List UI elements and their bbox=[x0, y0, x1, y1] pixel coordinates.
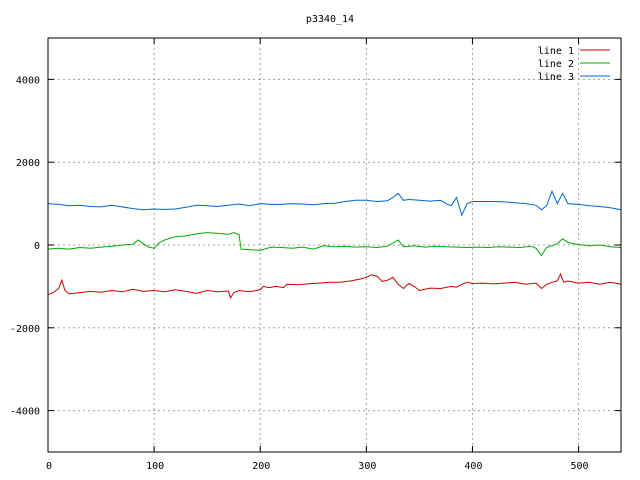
x-tick-label: 100 bbox=[146, 461, 164, 472]
y-tick-label: 2000 bbox=[16, 158, 40, 169]
legend-label-2: line 2 bbox=[538, 59, 574, 70]
x-tick-label: 500 bbox=[571, 461, 589, 472]
grid-lines bbox=[48, 38, 621, 452]
y-tick-label: 4000 bbox=[16, 75, 40, 86]
legend-label-1: line 1 bbox=[538, 46, 574, 57]
y-tick-label: -2000 bbox=[10, 324, 40, 335]
legend-label-3: line 3 bbox=[538, 72, 574, 83]
x-tick-label: 400 bbox=[464, 461, 482, 472]
series-line-2 bbox=[47, 232, 622, 257]
legend: line 1 line 2 line 3 bbox=[538, 46, 610, 83]
series-line-3 bbox=[47, 189, 622, 217]
x-tick-label: 300 bbox=[358, 461, 376, 472]
axis-ticks: 0 100 200 300 400 500 -4000 -2000 0 2000 4000 bbox=[10, 38, 621, 472]
x-tick-label: 0 bbox=[46, 461, 52, 472]
series-lines bbox=[47, 189, 622, 300]
chart-title: p3340_14 bbox=[306, 14, 354, 25]
y-tick-label: 0 bbox=[34, 241, 40, 252]
x-tick-label: 200 bbox=[252, 461, 270, 472]
y-tick-label: -4000 bbox=[10, 407, 40, 418]
series-line-1 bbox=[47, 272, 622, 300]
